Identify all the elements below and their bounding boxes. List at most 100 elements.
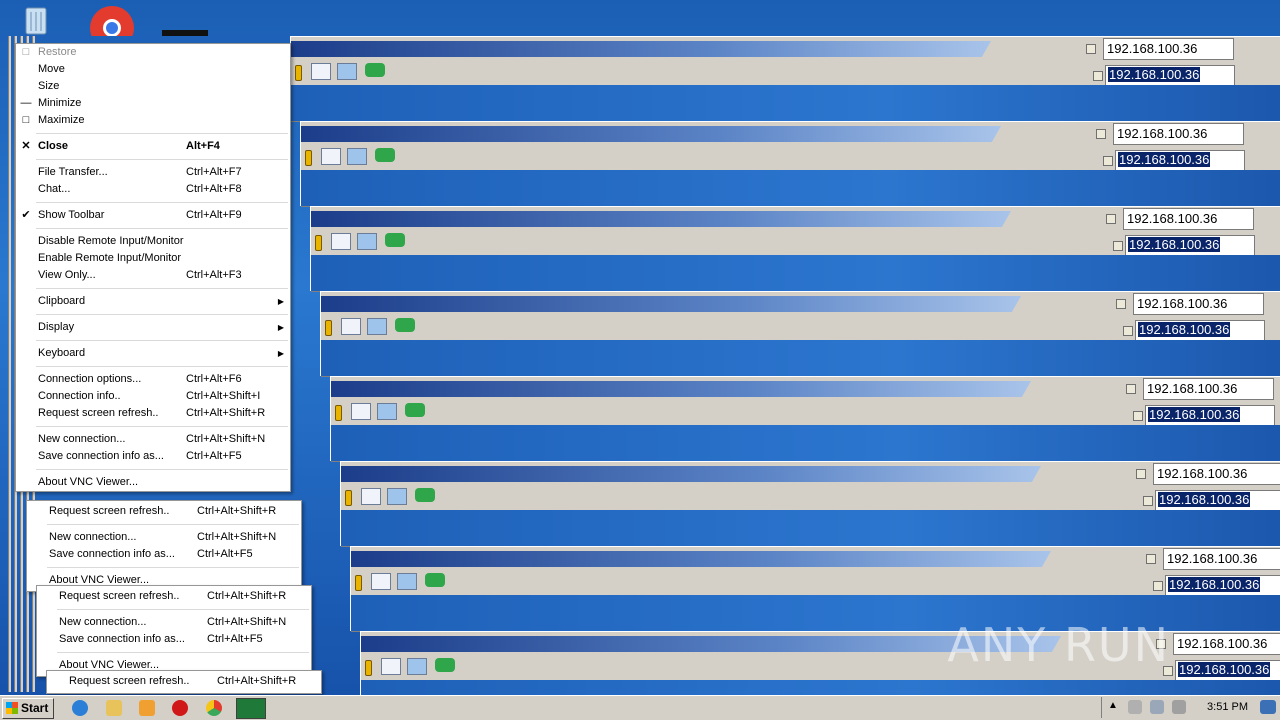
checkbox-icon[interactable] bbox=[1096, 129, 1106, 139]
desktop-shortcut-icon[interactable] bbox=[162, 4, 208, 36]
host-address-selected[interactable]: 192.168.100.36 bbox=[1165, 575, 1280, 596]
host-address-field[interactable]: 192.168.100.36 bbox=[1173, 633, 1280, 655]
checkbox-icon[interactable] bbox=[1086, 44, 1096, 54]
window-titlebar[interactable] bbox=[311, 211, 1011, 227]
host-address-field[interactable]: 192.168.100.36 bbox=[1123, 208, 1254, 230]
clock[interactable]: 3:51 PM bbox=[1207, 701, 1248, 713]
host-address-selected[interactable]: 192.168.100.36 bbox=[1135, 320, 1265, 341]
ie-icon[interactable] bbox=[72, 700, 88, 716]
options-icon[interactable] bbox=[325, 320, 332, 336]
checkbox-icon[interactable] bbox=[1136, 469, 1146, 479]
remote-desktop-view[interactable] bbox=[311, 255, 1280, 291]
chrome-icon[interactable] bbox=[206, 700, 222, 716]
vnc-viewer-window[interactable]: 192.168.100.36 192.168.100.36 bbox=[330, 376, 1280, 461]
chat-icon[interactable] bbox=[405, 403, 425, 417]
file-transfer-icon[interactable] bbox=[341, 318, 361, 335]
file-transfer-icon[interactable] bbox=[321, 148, 341, 165]
host-address-field[interactable]: 192.168.100.36 bbox=[1153, 463, 1280, 485]
chat-icon[interactable] bbox=[425, 573, 445, 587]
menu-item-enable-remote-input-monitor[interactable]: Enable Remote Input/Monitor bbox=[16, 250, 290, 267]
checkbox-icon[interactable] bbox=[1126, 384, 1136, 394]
volume-icon[interactable] bbox=[1172, 700, 1186, 714]
options-icon[interactable] bbox=[305, 150, 312, 166]
window-titlebar[interactable] bbox=[331, 381, 1031, 397]
checkbox-icon[interactable] bbox=[1156, 639, 1166, 649]
remote-desktop-view[interactable] bbox=[331, 425, 1280, 461]
menu-item-connection-options[interactable]: Connection options... Ctrl+Alt+F6 bbox=[16, 371, 290, 388]
show-desktop-icon[interactable] bbox=[1260, 700, 1276, 714]
checkbox-icon[interactable] bbox=[1113, 241, 1123, 251]
menu-item-maximize[interactable]: □ Maximize bbox=[16, 112, 290, 129]
checkbox-icon[interactable] bbox=[1153, 581, 1163, 591]
chrome-desktop-icon[interactable] bbox=[90, 4, 134, 50]
host-address-field[interactable]: 192.168.100.36 bbox=[1113, 123, 1244, 145]
vnc-viewer-window[interactable]: 192.168.100.36 192.168.100.36 bbox=[350, 546, 1280, 631]
chat-icon[interactable] bbox=[365, 63, 385, 77]
host-address-selected[interactable]: 192.168.100.36 bbox=[1175, 660, 1280, 681]
host-address-field[interactable]: 192.168.100.36 bbox=[1143, 378, 1274, 400]
chat-icon[interactable] bbox=[375, 148, 395, 162]
host-address-field[interactable]: 192.168.100.36 bbox=[1133, 293, 1264, 315]
checkbox-icon[interactable] bbox=[1143, 496, 1153, 506]
remote-desktop-view[interactable] bbox=[351, 595, 1280, 631]
menu-item-request-screen-refresh[interactable]: Request screen refresh.. Ctrl+Alt+Shift+R bbox=[16, 405, 290, 422]
file-transfer-icon[interactable] bbox=[371, 573, 391, 590]
screen-icon[interactable] bbox=[377, 403, 397, 420]
start-button[interactable]: Start bbox=[2, 698, 54, 719]
file-transfer-icon[interactable] bbox=[351, 403, 371, 420]
checkbox-icon[interactable] bbox=[1123, 326, 1133, 336]
network-icon[interactable] bbox=[1150, 700, 1164, 714]
checkbox-icon[interactable] bbox=[1093, 71, 1103, 81]
opera-icon[interactable] bbox=[172, 700, 188, 716]
explorer-icon[interactable] bbox=[106, 700, 122, 716]
checkbox-icon[interactable] bbox=[1106, 214, 1116, 224]
menu-item-display[interactable]: Display ▶ bbox=[16, 319, 290, 336]
window-titlebar[interactable] bbox=[341, 466, 1041, 482]
file-transfer-icon[interactable] bbox=[381, 658, 401, 675]
menu-item-about-vnc-viewer[interactable]: About VNC Viewer... bbox=[16, 474, 290, 491]
screen-icon[interactable] bbox=[357, 233, 377, 250]
remote-desktop-view[interactable] bbox=[341, 510, 1280, 546]
menu-item-size[interactable]: Size bbox=[16, 78, 290, 95]
chat-icon[interactable] bbox=[385, 233, 405, 247]
options-icon[interactable] bbox=[365, 660, 372, 676]
action-center-icon[interactable] bbox=[1128, 700, 1142, 714]
screen-icon[interactable] bbox=[407, 658, 427, 675]
vnc-viewer-window[interactable]: 192.168.100.36 192.168.100.36 bbox=[340, 461, 1280, 546]
options-icon[interactable] bbox=[315, 235, 322, 251]
vnc-viewer-window[interactable]: 192.168.100.36 192.168.100.36 bbox=[310, 206, 1280, 291]
media-player-icon[interactable] bbox=[139, 700, 155, 716]
file-transfer-icon[interactable] bbox=[311, 63, 331, 80]
vnc-viewer-icon[interactable] bbox=[236, 698, 266, 719]
remote-desktop-view[interactable] bbox=[301, 170, 1280, 206]
host-address-selected[interactable]: 192.168.100.36 bbox=[1115, 150, 1245, 171]
screen-icon[interactable] bbox=[397, 573, 417, 590]
menu-item-connection-info[interactable]: Connection info.. Ctrl+Alt+Shift+I bbox=[16, 388, 290, 405]
menu-item-new-connection[interactable]: New connection... Ctrl+Alt+Shift+N bbox=[16, 431, 290, 448]
vnc-viewer-window[interactable]: 192.168.100.36 192.168.100.36 bbox=[320, 291, 1280, 376]
file-transfer-icon[interactable] bbox=[361, 488, 381, 505]
menu-item-minimize[interactable]: — Minimize bbox=[16, 95, 290, 112]
checkbox-icon[interactable] bbox=[1133, 411, 1143, 421]
menu-item-save-connection-info-as[interactable]: Save connection info as... Ctrl+Alt+F5 bbox=[16, 448, 290, 465]
options-icon[interactable] bbox=[335, 405, 342, 421]
checkbox-icon[interactable] bbox=[1146, 554, 1156, 564]
options-icon[interactable] bbox=[355, 575, 362, 591]
remote-desktop-view[interactable] bbox=[291, 85, 1280, 121]
window-titlebar[interactable] bbox=[291, 41, 991, 57]
menu-item-close[interactable]: ✕ Close Alt+F4 bbox=[16, 138, 290, 155]
host-address-selected[interactable]: 192.168.100.36 bbox=[1145, 405, 1275, 426]
host-address-field[interactable]: 192.168.100.36 bbox=[1163, 548, 1280, 570]
tray-expand-icon[interactable]: ▲ bbox=[1108, 700, 1118, 711]
checkbox-icon[interactable] bbox=[1163, 666, 1173, 676]
host-address-field[interactable]: 192.168.100.36 bbox=[1103, 38, 1234, 60]
file-transfer-icon[interactable] bbox=[331, 233, 351, 250]
menu-item-file-transfer[interactable]: File Transfer... Ctrl+Alt+F7 bbox=[16, 164, 290, 181]
menu-item-view-only[interactable]: View Only... Ctrl+Alt+F3 bbox=[16, 267, 290, 284]
options-icon[interactable] bbox=[345, 490, 352, 506]
screen-icon[interactable] bbox=[347, 148, 367, 165]
menu-item-disable-remote-input-monitor[interactable]: Disable Remote Input/Monitor bbox=[16, 233, 290, 250]
menu-item-show-toolbar[interactable]: ✔ Show Toolbar Ctrl+Alt+F9 bbox=[16, 207, 290, 224]
screen-icon[interactable] bbox=[337, 63, 357, 80]
window-titlebar[interactable] bbox=[351, 551, 1051, 567]
